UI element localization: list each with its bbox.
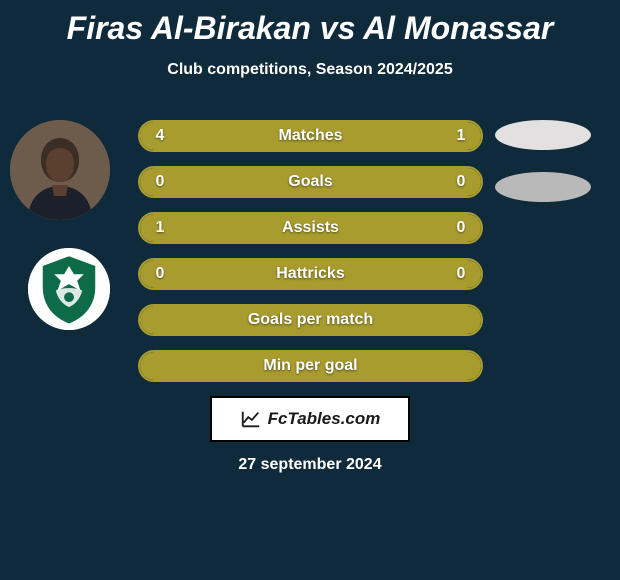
person-silhouette-icon xyxy=(10,120,110,220)
stat-right-value: 0 xyxy=(441,265,481,283)
title-player2: Al Monassar xyxy=(363,10,553,46)
oval-placeholder-1 xyxy=(495,120,591,150)
stat-right-value: 0 xyxy=(441,219,481,237)
player1-avatar xyxy=(10,120,110,220)
club-crest-icon xyxy=(28,248,110,330)
stat-comparison-card: Firas Al-Birakan vs Al Monassar Club com… xyxy=(0,0,620,580)
stat-right-value: 1 xyxy=(441,127,481,145)
stat-row-goals: 0 Goals 0 xyxy=(138,166,483,198)
title-player1: Firas Al-Birakan xyxy=(67,10,311,46)
stat-right-value: 0 xyxy=(441,173,481,191)
stat-label: Goals per match xyxy=(180,311,441,329)
avatar-column xyxy=(10,120,120,330)
stat-label: Assists xyxy=(180,219,441,237)
stat-left-value: 0 xyxy=(140,265,180,283)
stat-row-hattricks: 0 Hattricks 0 xyxy=(138,258,483,290)
stat-row-assists: 1 Assists 0 xyxy=(138,212,483,244)
oval-placeholder-2 xyxy=(495,172,591,202)
stat-row-matches: 4 Matches 1 xyxy=(138,120,483,152)
stat-left-value: 0 xyxy=(140,173,180,191)
page-title: Firas Al-Birakan vs Al Monassar xyxy=(0,0,620,47)
stat-left-value: 4 xyxy=(140,127,180,145)
chart-line-icon xyxy=(240,408,262,430)
subtitle: Club competitions, Season 2024/2025 xyxy=(0,61,620,79)
footer-brand: FcTables.com xyxy=(210,396,410,442)
oval-column xyxy=(495,120,605,224)
stat-label: Matches xyxy=(180,127,441,145)
stat-rows: 4 Matches 1 0 Goals 0 1 Assists 0 0 Hatt… xyxy=(138,120,483,396)
stat-left-value: 1 xyxy=(140,219,180,237)
stat-label: Hattricks xyxy=(180,265,441,283)
stat-label: Goals xyxy=(180,173,441,191)
title-vs: vs xyxy=(320,10,356,46)
stat-row-min-per-goal: Min per goal xyxy=(138,350,483,382)
footer-date: 27 september 2024 xyxy=(0,456,620,474)
stat-row-goals-per-match: Goals per match xyxy=(138,304,483,336)
stat-label: Min per goal xyxy=(180,357,441,375)
player2-avatar xyxy=(28,248,110,330)
footer-brand-text: FcTables.com xyxy=(268,409,381,429)
